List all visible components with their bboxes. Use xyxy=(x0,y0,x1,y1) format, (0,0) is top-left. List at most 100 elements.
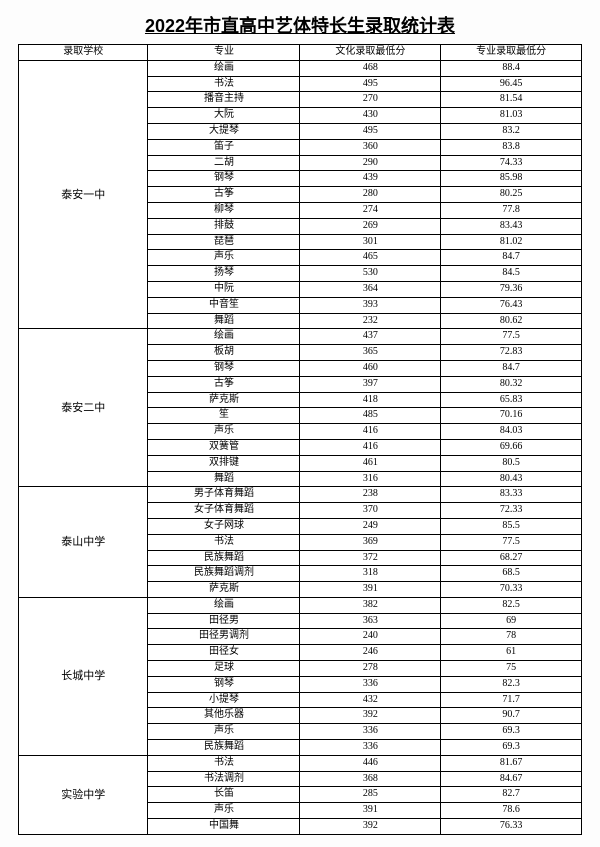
major-score-cell: 90.7 xyxy=(441,708,582,724)
culture-score-cell: 416 xyxy=(300,439,441,455)
table-row: 泰山中学男子体育舞蹈23883.33 xyxy=(19,487,582,503)
major-score-cell: 68.5 xyxy=(441,566,582,582)
major-cell: 板胡 xyxy=(148,345,300,361)
major-cell: 女子网球 xyxy=(148,518,300,534)
table-row: 泰安二中绘画43777.5 xyxy=(19,329,582,345)
major-cell: 二胡 xyxy=(148,155,300,171)
major-cell: 绘画 xyxy=(148,60,300,76)
major-cell: 书法调剂 xyxy=(148,771,300,787)
culture-score-cell: 495 xyxy=(300,123,441,139)
major-score-cell: 77.5 xyxy=(441,329,582,345)
major-cell: 声乐 xyxy=(148,803,300,819)
major-cell: 舞蹈 xyxy=(148,471,300,487)
major-cell: 萨克斯 xyxy=(148,582,300,598)
major-cell: 扬琴 xyxy=(148,266,300,282)
culture-score-cell: 238 xyxy=(300,487,441,503)
major-score-cell: 81.02 xyxy=(441,234,582,250)
table-row: 长城中学绘画38282.5 xyxy=(19,597,582,613)
major-cell: 书法 xyxy=(148,76,300,92)
culture-score-cell: 392 xyxy=(300,819,441,835)
major-cell: 男子体育舞蹈 xyxy=(148,487,300,503)
major-score-cell: 84.03 xyxy=(441,424,582,440)
major-cell: 双簧管 xyxy=(148,439,300,455)
major-cell: 声乐 xyxy=(148,424,300,440)
culture-score-cell: 365 xyxy=(300,345,441,361)
major-score-cell: 78 xyxy=(441,629,582,645)
culture-score-cell: 392 xyxy=(300,708,441,724)
major-score-cell: 83.2 xyxy=(441,123,582,139)
major-cell: 书法 xyxy=(148,534,300,550)
major-cell: 中国舞 xyxy=(148,819,300,835)
school-cell: 实验中学 xyxy=(19,755,148,834)
culture-score-cell: 232 xyxy=(300,313,441,329)
major-cell: 钢琴 xyxy=(148,171,300,187)
header-culture-score: 文化录取最低分 xyxy=(300,45,441,61)
major-cell: 小提琴 xyxy=(148,692,300,708)
header-school: 录取学校 xyxy=(19,45,148,61)
school-cell: 泰安二中 xyxy=(19,329,148,487)
culture-score-cell: 495 xyxy=(300,76,441,92)
major-cell: 女子体育舞蹈 xyxy=(148,503,300,519)
culture-score-cell: 369 xyxy=(300,534,441,550)
culture-score-cell: 316 xyxy=(300,471,441,487)
major-score-cell: 72.83 xyxy=(441,345,582,361)
major-cell: 足球 xyxy=(148,661,300,677)
table-row: 泰安一中绘画46888.4 xyxy=(19,60,582,76)
major-cell: 钢琴 xyxy=(148,676,300,692)
culture-score-cell: 393 xyxy=(300,297,441,313)
page-title: 2022年市直高中艺体特长生录取统计表 xyxy=(18,12,582,38)
major-cell: 笙 xyxy=(148,408,300,424)
header-major: 专业 xyxy=(148,45,300,61)
culture-score-cell: 391 xyxy=(300,582,441,598)
culture-score-cell: 278 xyxy=(300,661,441,677)
major-score-cell: 68.27 xyxy=(441,550,582,566)
major-score-cell: 71.7 xyxy=(441,692,582,708)
major-score-cell: 80.32 xyxy=(441,376,582,392)
culture-score-cell: 465 xyxy=(300,250,441,266)
major-score-cell: 77.8 xyxy=(441,202,582,218)
culture-score-cell: 432 xyxy=(300,692,441,708)
major-cell: 书法 xyxy=(148,755,300,771)
culture-score-cell: 249 xyxy=(300,518,441,534)
major-score-cell: 83.43 xyxy=(441,218,582,234)
major-cell: 古筝 xyxy=(148,376,300,392)
culture-score-cell: 460 xyxy=(300,360,441,376)
major-score-cell: 81.67 xyxy=(441,755,582,771)
major-score-cell: 70.16 xyxy=(441,408,582,424)
major-cell: 笛子 xyxy=(148,139,300,155)
culture-score-cell: 363 xyxy=(300,613,441,629)
culture-score-cell: 418 xyxy=(300,392,441,408)
culture-score-cell: 360 xyxy=(300,139,441,155)
major-score-cell: 76.43 xyxy=(441,297,582,313)
culture-score-cell: 364 xyxy=(300,281,441,297)
table-row: 实验中学书法44681.67 xyxy=(19,755,582,771)
culture-score-cell: 270 xyxy=(300,92,441,108)
school-cell: 长城中学 xyxy=(19,597,148,755)
major-cell: 声乐 xyxy=(148,724,300,740)
culture-score-cell: 372 xyxy=(300,550,441,566)
major-score-cell: 65.83 xyxy=(441,392,582,408)
culture-score-cell: 370 xyxy=(300,503,441,519)
major-cell: 排鼓 xyxy=(148,218,300,234)
culture-score-cell: 468 xyxy=(300,60,441,76)
major-cell: 古筝 xyxy=(148,187,300,203)
major-score-cell: 79.36 xyxy=(441,281,582,297)
culture-score-cell: 430 xyxy=(300,108,441,124)
major-cell: 其他乐器 xyxy=(148,708,300,724)
culture-score-cell: 382 xyxy=(300,597,441,613)
culture-score-cell: 280 xyxy=(300,187,441,203)
major-cell: 播音主持 xyxy=(148,92,300,108)
major-score-cell: 84.5 xyxy=(441,266,582,282)
major-cell: 长笛 xyxy=(148,787,300,803)
major-score-cell: 74.33 xyxy=(441,155,582,171)
major-score-cell: 80.43 xyxy=(441,471,582,487)
major-cell: 大提琴 xyxy=(148,123,300,139)
major-score-cell: 82.7 xyxy=(441,787,582,803)
culture-score-cell: 397 xyxy=(300,376,441,392)
major-score-cell: 84.7 xyxy=(441,360,582,376)
major-score-cell: 61 xyxy=(441,645,582,661)
culture-score-cell: 336 xyxy=(300,676,441,692)
culture-score-cell: 246 xyxy=(300,645,441,661)
major-score-cell: 70.33 xyxy=(441,582,582,598)
major-score-cell: 81.54 xyxy=(441,92,582,108)
